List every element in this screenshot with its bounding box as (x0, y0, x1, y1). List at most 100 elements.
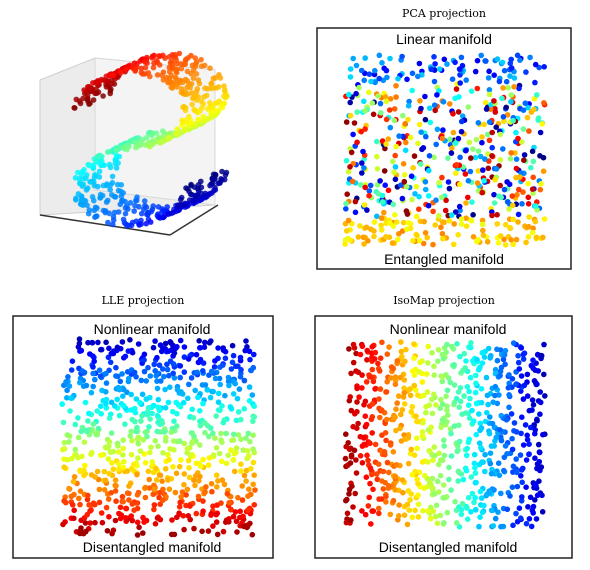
point (218, 430, 224, 437)
point (489, 212, 495, 219)
point (441, 56, 448, 63)
point (148, 132, 155, 138)
point (515, 353, 521, 359)
point (92, 214, 98, 220)
point (85, 492, 91, 499)
point (360, 148, 366, 155)
point (440, 482, 447, 488)
point (399, 195, 406, 202)
point (77, 180, 83, 186)
point (482, 451, 488, 458)
point (207, 182, 213, 189)
point (202, 489, 208, 495)
point (356, 394, 362, 400)
point (491, 191, 497, 198)
point (501, 67, 508, 74)
point (153, 477, 160, 483)
point (177, 363, 184, 369)
point (431, 54, 437, 60)
point (444, 509, 451, 516)
point (531, 106, 537, 113)
point (530, 190, 536, 197)
point (516, 85, 522, 92)
point (162, 405, 169, 411)
point (209, 488, 215, 495)
point (106, 514, 112, 520)
point (103, 339, 109, 346)
point (527, 494, 534, 501)
point (487, 450, 494, 457)
point (90, 500, 97, 507)
point (103, 380, 110, 386)
point (353, 350, 359, 357)
point (366, 372, 372, 378)
point (451, 362, 458, 368)
point (359, 385, 365, 391)
point (498, 364, 505, 371)
point (492, 109, 499, 115)
point (468, 155, 474, 161)
point (505, 385, 512, 391)
panel-frame (314, 315, 573, 559)
point (352, 209, 359, 216)
point (502, 221, 509, 228)
point (209, 175, 216, 182)
point (108, 430, 115, 436)
point (475, 120, 482, 126)
point (366, 188, 373, 194)
point (344, 510, 351, 517)
point (437, 405, 444, 412)
point (112, 488, 119, 494)
point (159, 72, 165, 79)
point (431, 363, 437, 370)
point (520, 126, 527, 132)
point (371, 233, 377, 240)
point (173, 75, 179, 82)
point (498, 437, 505, 444)
point (347, 74, 354, 80)
point (391, 169, 397, 175)
point (518, 373, 525, 379)
point (94, 78, 101, 84)
point (525, 504, 531, 510)
point (218, 176, 224, 182)
point (439, 174, 445, 181)
point (375, 505, 382, 512)
point (202, 429, 208, 436)
point (401, 172, 408, 178)
point (492, 176, 498, 183)
point (83, 187, 90, 193)
point (243, 478, 249, 484)
point (376, 496, 382, 502)
point (216, 450, 223, 457)
point (513, 510, 519, 517)
point (428, 66, 435, 73)
point (532, 497, 538, 503)
point (518, 473, 524, 479)
point (524, 432, 530, 439)
point (129, 349, 136, 356)
point (251, 502, 258, 508)
point (220, 528, 227, 535)
point (411, 382, 418, 389)
point (220, 362, 226, 368)
point (363, 224, 370, 231)
point (426, 105, 433, 111)
point (213, 445, 220, 451)
point (170, 370, 176, 377)
point (511, 75, 518, 81)
point (468, 218, 475, 224)
point (165, 348, 172, 355)
point (101, 487, 108, 493)
point (364, 207, 370, 213)
point (378, 222, 384, 229)
point (369, 401, 376, 407)
point (348, 370, 354, 377)
point (177, 499, 183, 506)
point (107, 90, 113, 97)
point (245, 430, 252, 437)
point (192, 387, 198, 394)
point (141, 206, 147, 213)
point (488, 470, 495, 477)
point (438, 396, 444, 403)
